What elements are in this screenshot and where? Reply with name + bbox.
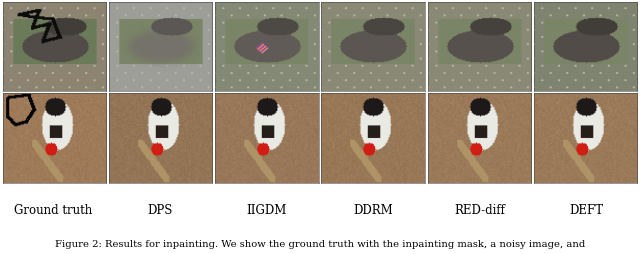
- Text: DDRM: DDRM: [353, 203, 393, 216]
- Text: RED-diff: RED-diff: [454, 203, 506, 216]
- Text: DEFT: DEFT: [570, 203, 604, 216]
- Text: Figure 2: Results for inpainting. We show the ground truth with the inpainting m: Figure 2: Results for inpainting. We sho…: [55, 239, 585, 248]
- Text: IIGDM: IIGDM: [246, 203, 287, 216]
- Text: Ground truth: Ground truth: [14, 203, 92, 216]
- Text: DPS: DPS: [147, 203, 173, 216]
